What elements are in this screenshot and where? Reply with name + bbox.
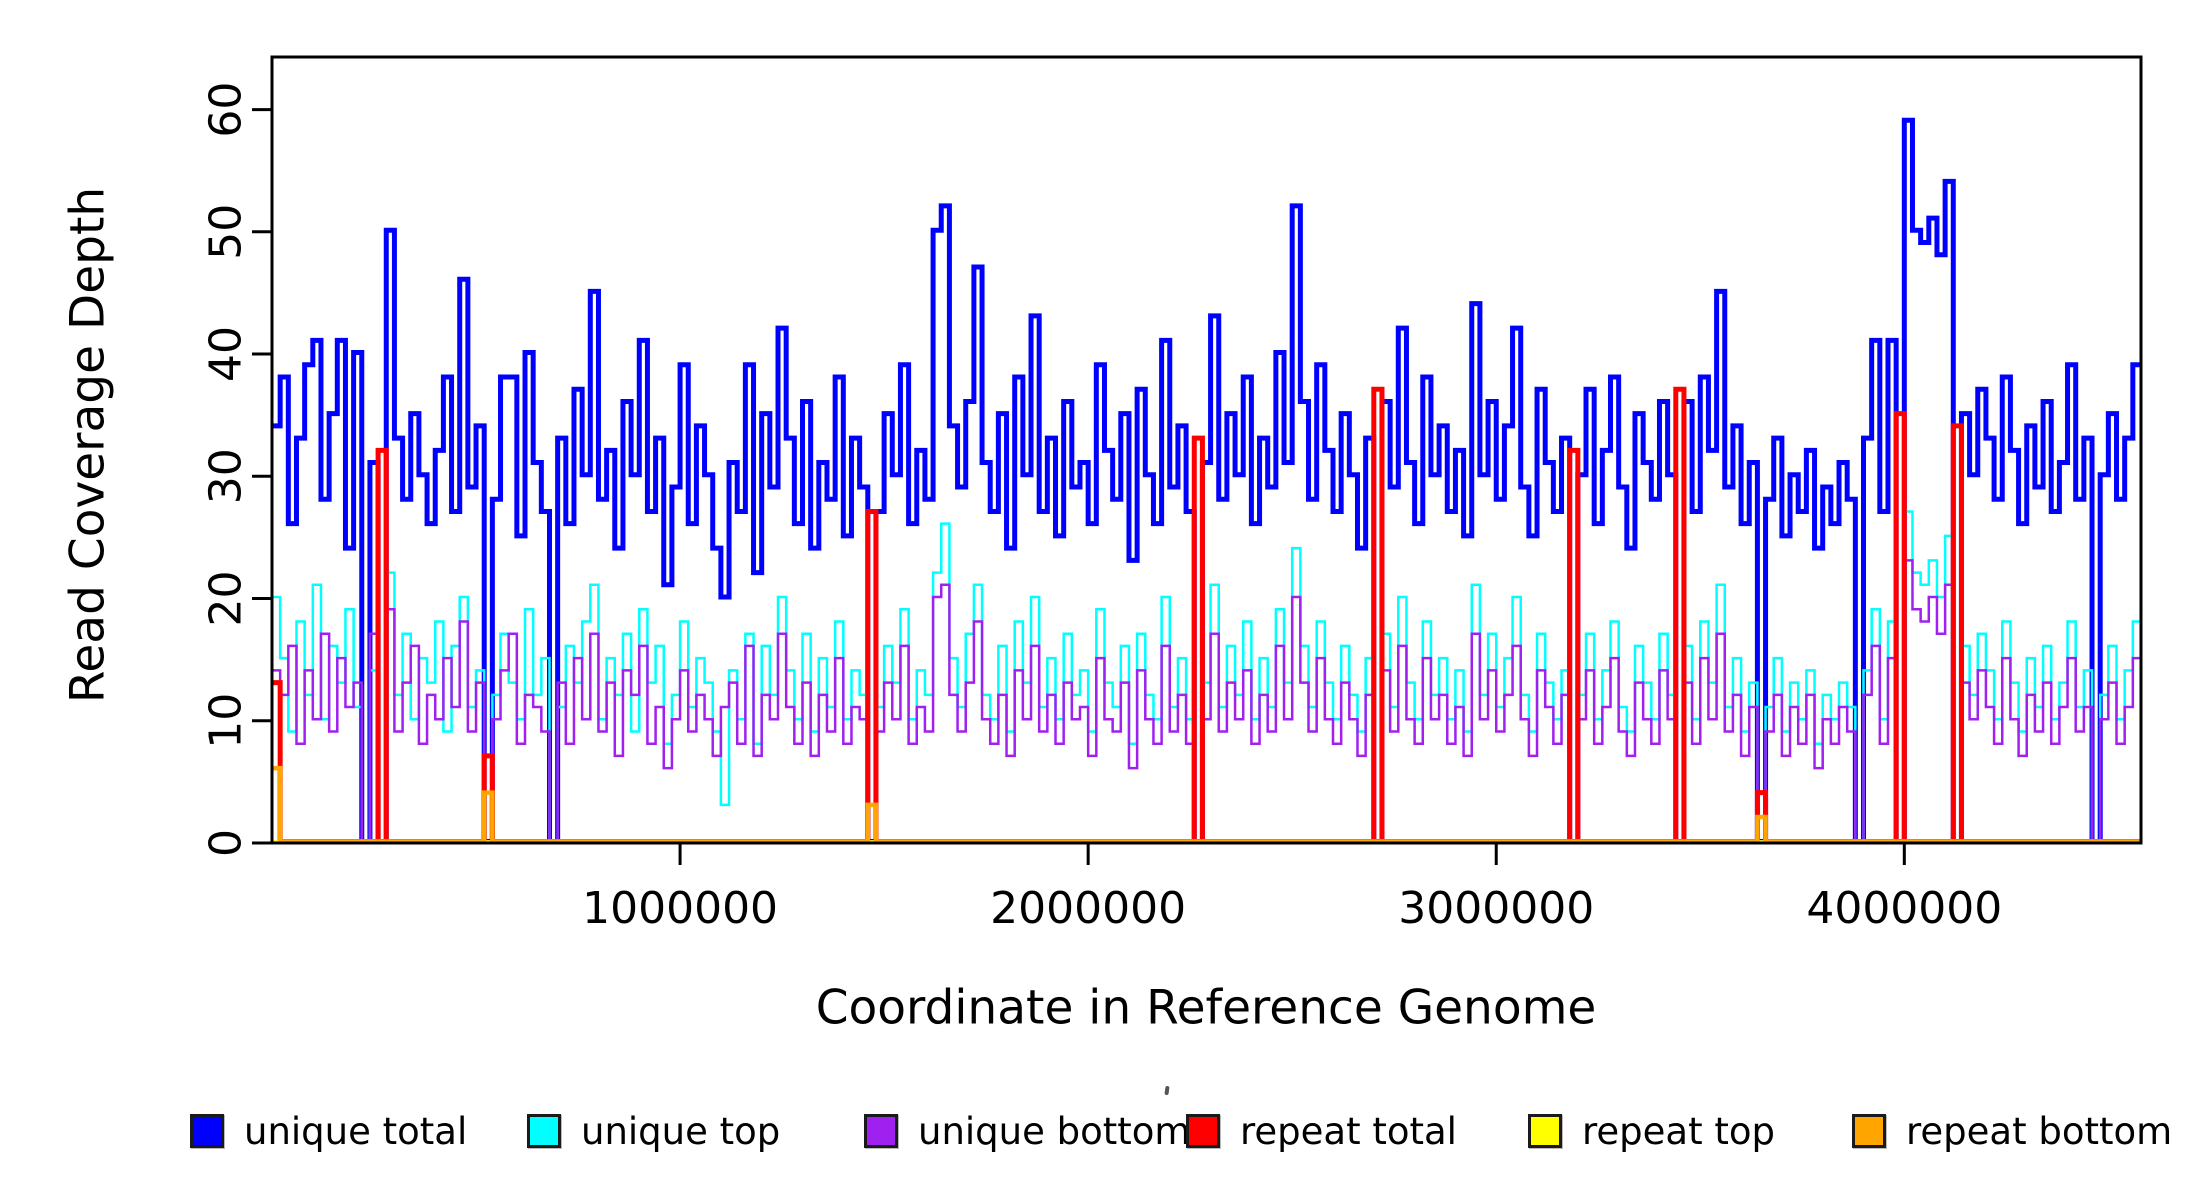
repeat-top-swatch-icon [1528,1114,1562,1148]
y-tick-label: 10 [201,693,252,749]
legend-label: unique top [581,1109,781,1153]
legend-item-unique-top: unique top [527,1109,781,1153]
repeat-total-swatch-icon [1186,1114,1220,1148]
y-tick-label: 40 [201,326,252,382]
x-tick-label: 3000000 [1398,883,1594,934]
y-tick-label: 20 [201,571,252,627]
unique-bottom-swatch-icon [864,1114,898,1148]
x-tick-label: 2000000 [990,883,1186,934]
y-tick-label: 60 [201,82,252,138]
legend-item-unique-total: unique total [190,1109,468,1153]
legend-label: repeat total [1240,1109,1457,1153]
y-axis-title: Read Coverage Depth [60,186,116,704]
legend-item-repeat-total: repeat total [1186,1109,1457,1153]
y-tick-label: 50 [201,204,252,260]
plot-frame [270,55,2143,845]
legend-label: repeat bottom [1906,1109,2173,1153]
y-tick-label: 0 [201,829,252,857]
x-axis-title: Coordinate in Reference Genome [815,980,1597,1036]
legend-label: unique bottom [918,1109,1191,1153]
legend-label: repeat top [1582,1109,1775,1153]
legend-item-repeat-top: repeat top [1528,1109,1775,1153]
legend-item-repeat-bottom: repeat bottom [1852,1109,2173,1153]
y-tick-label: 30 [201,448,252,504]
series-line-unique-top [272,510,2141,843]
series-line-unique-bottom [272,559,2141,843]
repeat-bottom-swatch-icon [1852,1114,1886,1148]
x-tick-label: 1000000 [582,883,778,934]
series-line-repeat-bottom [272,765,2141,844]
x-tick-label: 4000000 [1806,883,2002,934]
series-line-unique-total [272,117,2141,844]
unique-total-swatch-icon [190,1114,224,1148]
legend-label: unique total [244,1109,468,1153]
unique-top-swatch-icon [527,1114,561,1148]
series-line-repeat-total [272,386,2141,844]
legend-item-unique-bottom: unique bottom [864,1109,1191,1153]
